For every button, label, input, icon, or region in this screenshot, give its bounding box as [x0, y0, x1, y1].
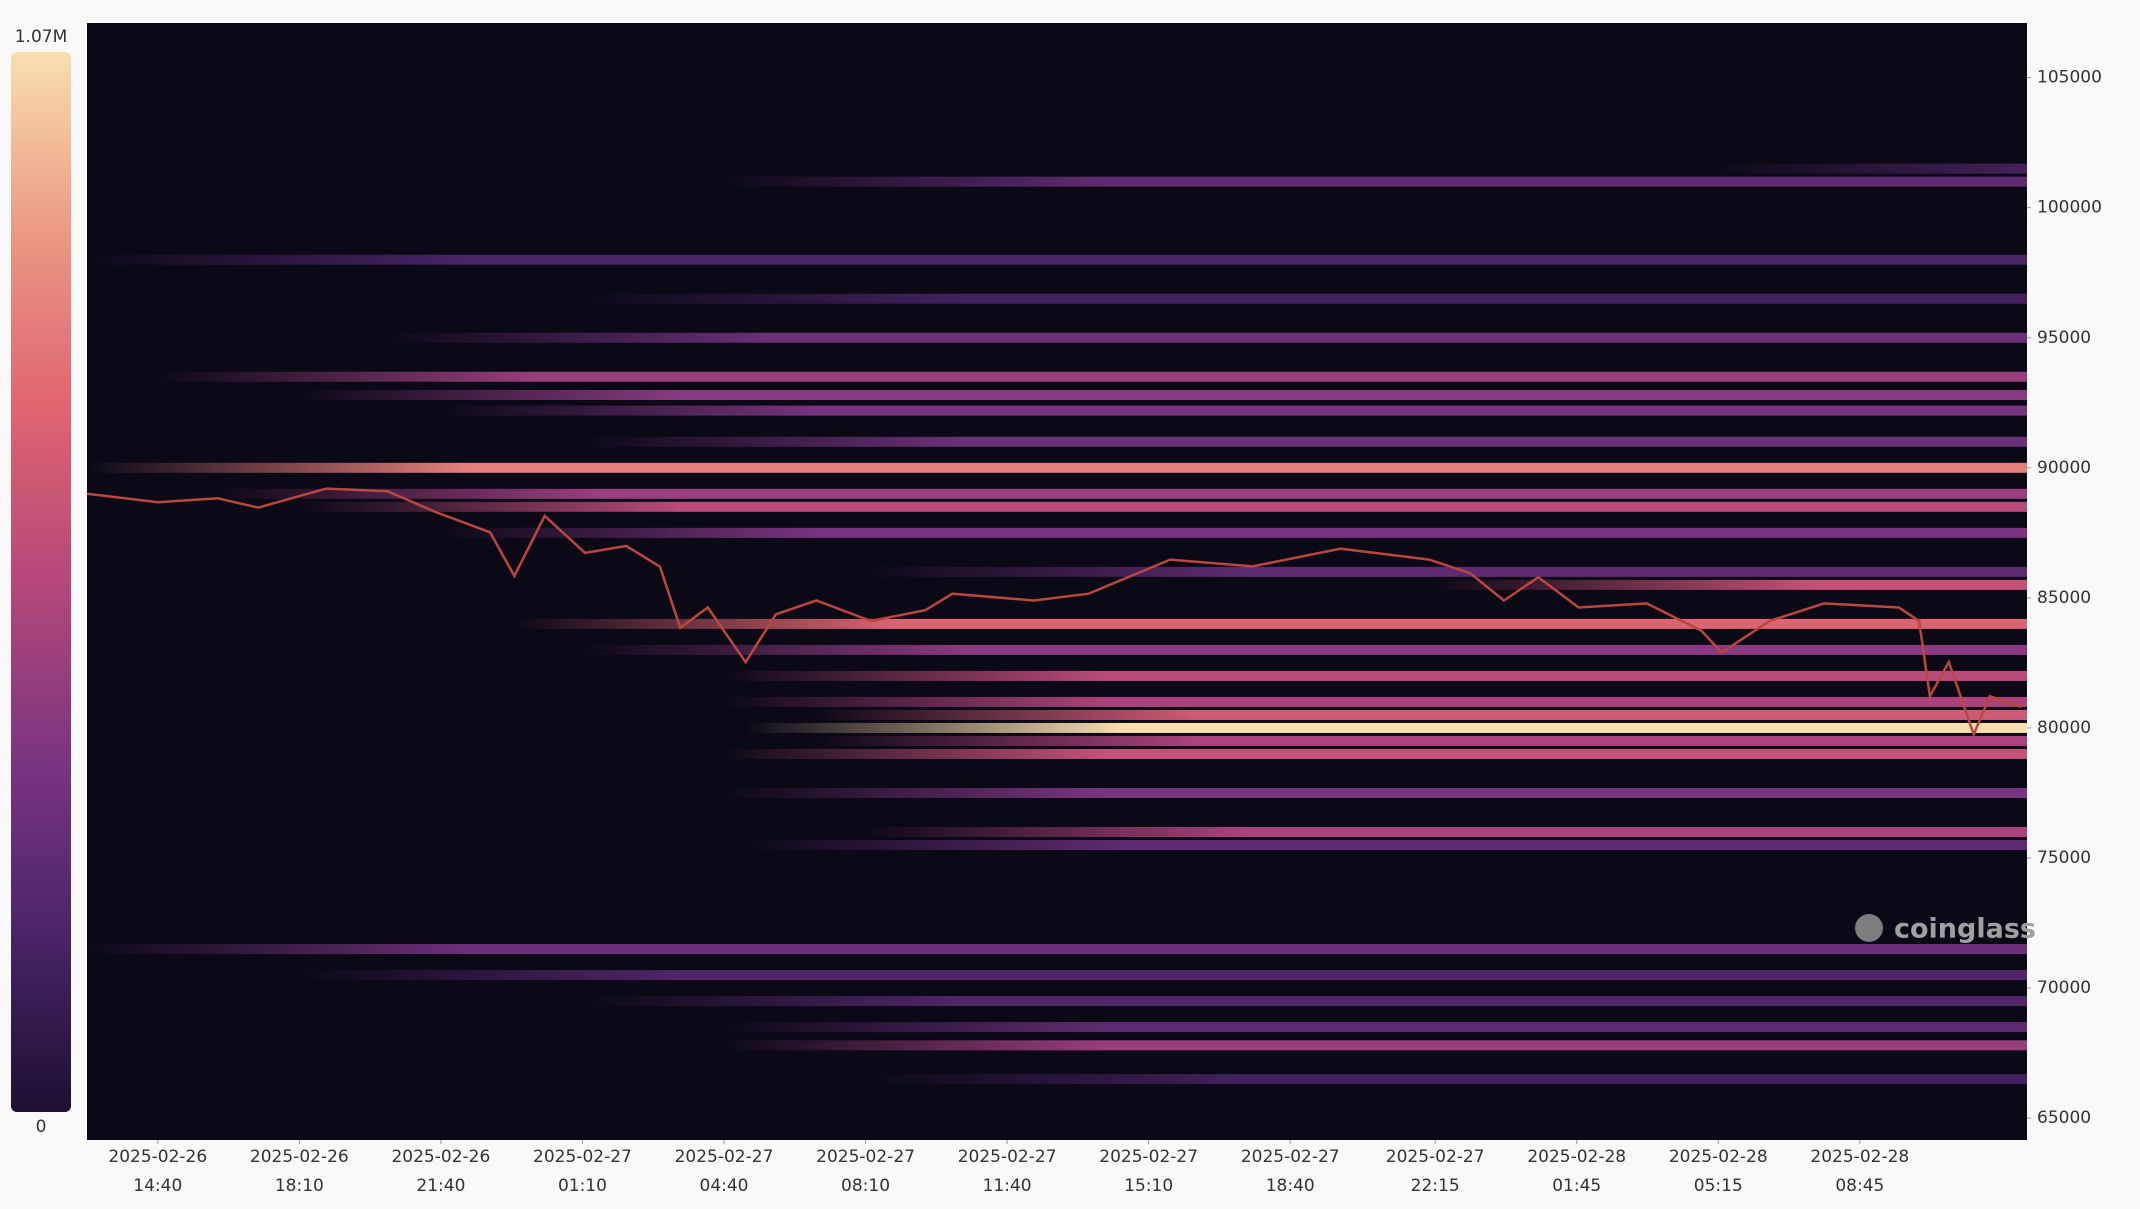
x-tick-label: 2025-02-26 18:10 — [250, 1147, 349, 1196]
heatmap-level — [514, 618, 2027, 629]
x-tick-label: 2025-02-27 01:10 — [533, 1147, 632, 1196]
heatmap-level — [816, 709, 2027, 720]
heatmap-level — [865, 1074, 2027, 1085]
heatmap-level — [724, 1022, 2027, 1033]
heatmap-level — [299, 389, 2027, 400]
heatmap-level — [724, 748, 2027, 759]
heatmap-level — [816, 735, 2027, 746]
heatmap-level — [440, 405, 2027, 416]
x-tick-label: 2025-02-27 04:40 — [675, 1147, 774, 1196]
heatmap-level — [1708, 163, 2027, 174]
heatmap-level — [724, 696, 2027, 707]
heatmap-level — [582, 436, 2027, 447]
heatmap-level — [1435, 579, 2027, 590]
x-tick-label: 2025-02-27 22:15 — [1386, 1147, 1485, 1196]
x-tick-label: 2025-02-28 05:15 — [1669, 1147, 1768, 1196]
heatmap — [87, 163, 2027, 1085]
heatmap-level — [724, 670, 2027, 681]
x-tick-label: 2025-02-26 21:40 — [391, 1147, 490, 1196]
colorbar — [11, 52, 71, 1112]
y-tick-label: 95000 — [2037, 328, 2091, 348]
x-tick-label: 2025-02-28 01:45 — [1527, 1147, 1626, 1196]
y-tick-label: 65000 — [2037, 1108, 2091, 1128]
heatmap-level — [157, 371, 2027, 382]
colorbar-tick-label: 0 — [36, 1117, 47, 1137]
heatmap-level — [865, 566, 2027, 577]
heatmap-level — [724, 176, 2027, 187]
heatmap-level — [440, 527, 2027, 538]
x-tick-label: 2025-02-27 15:10 — [1099, 1147, 1198, 1196]
colorbar-tick-label: 1.07M — [15, 27, 68, 47]
heatmap-level — [865, 827, 2027, 838]
y-tick-label: 75000 — [2037, 848, 2091, 868]
y-tick-label: 85000 — [2037, 588, 2091, 608]
heatmap-level — [87, 254, 2027, 265]
heatmap-level — [724, 1040, 2027, 1051]
heatmap-level — [299, 970, 2027, 981]
heatmap-level — [582, 644, 2027, 655]
heatmap-level — [87, 944, 2027, 955]
heatmap-level — [582, 996, 2027, 1007]
heatmap-level — [299, 501, 2027, 512]
heatmap-level — [745, 840, 2027, 851]
x-tick-label: 2025-02-27 08:10 — [816, 1147, 915, 1196]
price-line — [87, 487, 2023, 738]
heatmap-level — [87, 462, 2027, 473]
y-tick-label: 70000 — [2037, 978, 2091, 998]
y-tick-label: 80000 — [2037, 718, 2091, 738]
heatmap-level — [745, 722, 2027, 733]
x-tick-label: 2025-02-27 18:40 — [1241, 1147, 1340, 1196]
y-tick-label: 100000 — [2037, 198, 2102, 218]
y-tick-label: 90000 — [2037, 458, 2091, 478]
x-tick-label: 2025-02-26 14:40 — [108, 1147, 207, 1196]
x-tick-label: 2025-02-28 08:45 — [1810, 1147, 1909, 1196]
heatmap-level — [724, 787, 2027, 798]
heatmap-level — [217, 488, 2027, 499]
heatmap-level — [582, 293, 2027, 304]
x-tick-label: 2025-02-27 11:40 — [958, 1147, 1057, 1196]
y-tick-label: 105000 — [2037, 68, 2102, 88]
watermark-logo — [1855, 914, 1883, 942]
watermark: coinglass — [1894, 914, 2036, 945]
heatmap-level — [387, 332, 2027, 343]
